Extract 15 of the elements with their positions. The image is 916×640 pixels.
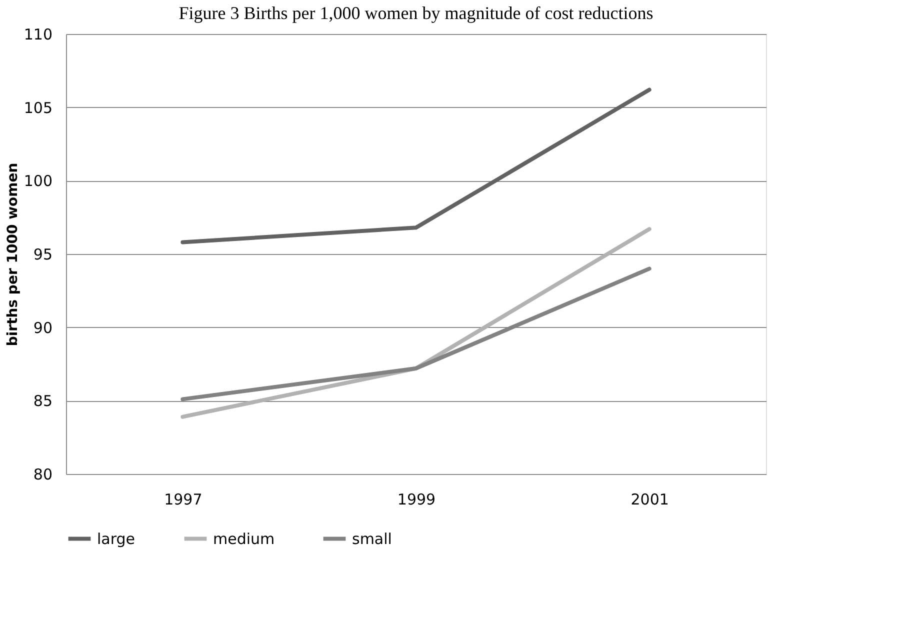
legend-label: small <box>352 530 392 548</box>
legend-label: large <box>97 530 136 548</box>
y-tick-label: 105 <box>24 98 52 117</box>
x-tick-label: 1999 <box>397 490 436 508</box>
y-tick-label: 90 <box>33 318 52 337</box>
y-tick-label: 100 <box>24 172 52 190</box>
y-tick-label: 95 <box>33 246 52 264</box>
y-tick-label: 85 <box>33 392 52 410</box>
y-tick-label: 110 <box>24 26 52 44</box>
x-tick-label: 2001 <box>630 490 669 508</box>
y-tick-label: 80 <box>33 466 52 484</box>
chart-title: Figure 3 Births per 1,000 women by magnitude of cost reductions <box>178 3 654 23</box>
legend-label: medium <box>213 530 275 548</box>
y-axis-title: births per 1000 women <box>4 162 21 346</box>
x-tick-label: 1997 <box>164 490 202 508</box>
